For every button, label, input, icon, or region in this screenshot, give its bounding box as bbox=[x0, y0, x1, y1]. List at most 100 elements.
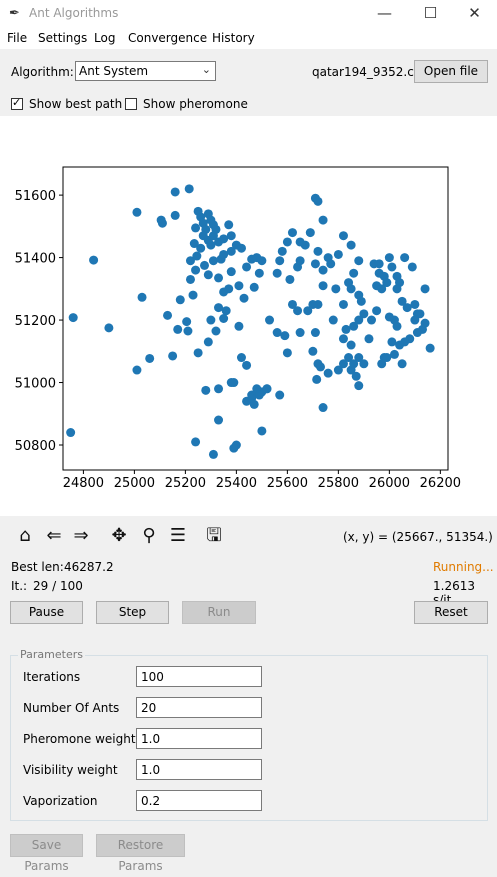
data-point bbox=[349, 321, 359, 331]
data-point bbox=[410, 299, 420, 309]
data-point bbox=[303, 306, 313, 316]
data-point bbox=[226, 378, 236, 388]
data-point bbox=[163, 310, 173, 320]
data-point bbox=[384, 253, 394, 263]
pan-icon[interactable]: ✥ bbox=[111, 525, 127, 546]
data-point bbox=[132, 365, 142, 375]
param-label-iterations: Iterations bbox=[23, 670, 81, 684]
param-label-visibility-weight: Visibility weight bbox=[23, 763, 118, 777]
data-point bbox=[145, 353, 155, 363]
data-point bbox=[247, 393, 257, 403]
data-point bbox=[184, 184, 194, 194]
data-point bbox=[242, 360, 252, 370]
data-point bbox=[293, 306, 303, 316]
x-tick-label: 24800 bbox=[63, 476, 104, 491]
menu-file[interactable]: File bbox=[7, 31, 28, 45]
open-file-button[interactable]: Open file bbox=[414, 60, 488, 83]
home-icon[interactable]: ⌂ bbox=[19, 525, 31, 546]
data-point bbox=[137, 292, 147, 302]
menu-convergence[interactable]: Convergence bbox=[128, 31, 208, 45]
reset-button[interactable]: Reset bbox=[414, 601, 488, 624]
data-point bbox=[168, 351, 178, 361]
number-of-ants-input[interactable] bbox=[136, 697, 262, 718]
save-icon[interactable]: 🖫 bbox=[206, 525, 222, 546]
data-point bbox=[333, 249, 343, 259]
close-button[interactable]: ✕ bbox=[468, 4, 481, 22]
data-point bbox=[191, 223, 201, 233]
x-tick-label: 25600 bbox=[267, 476, 308, 491]
back-icon[interactable]: ⇐ bbox=[46, 525, 62, 546]
data-point bbox=[323, 368, 333, 378]
data-point bbox=[214, 415, 224, 425]
data-point bbox=[191, 265, 201, 275]
configure-subplots-icon[interactable]: ☰ bbox=[169, 525, 187, 546]
maximize-button[interactable]: ☐ bbox=[423, 4, 438, 22]
data-point bbox=[189, 239, 199, 249]
data-point bbox=[262, 384, 272, 394]
data-point bbox=[206, 240, 216, 250]
data-point bbox=[310, 259, 320, 269]
data-point bbox=[175, 295, 185, 305]
data-point bbox=[328, 315, 338, 325]
data-point bbox=[382, 278, 392, 288]
data-point bbox=[346, 284, 356, 294]
data-point bbox=[214, 273, 224, 283]
restore-params-button[interactable]: Restore Params bbox=[96, 834, 185, 873]
menu-log[interactable]: Log bbox=[94, 31, 116, 45]
show-pheromone-checkbox[interactable] bbox=[125, 98, 137, 110]
run-button[interactable]: Run bbox=[182, 601, 256, 624]
data-point bbox=[359, 309, 369, 319]
data-point bbox=[211, 224, 221, 234]
data-point bbox=[219, 314, 229, 323]
data-point bbox=[193, 348, 203, 358]
data-point bbox=[66, 428, 76, 438]
x-tick-label: 26200 bbox=[420, 476, 461, 491]
step-button[interactable]: Step bbox=[96, 601, 169, 624]
data-point bbox=[425, 343, 435, 353]
data-point bbox=[354, 256, 364, 266]
x-tick-label: 25400 bbox=[216, 476, 257, 491]
pheromone-weight-input[interactable] bbox=[136, 728, 262, 749]
vaporization-input[interactable] bbox=[136, 790, 262, 811]
data-point bbox=[254, 390, 264, 400]
title-bar bbox=[0, 0, 497, 29]
data-point bbox=[257, 256, 267, 266]
data-point bbox=[211, 326, 221, 336]
data-point bbox=[182, 317, 192, 327]
data-point bbox=[395, 340, 405, 350]
save-params-button[interactable]: Save Params bbox=[10, 834, 83, 873]
data-point bbox=[308, 299, 318, 309]
algorithm-select[interactable]: Ant System ⌄ bbox=[75, 61, 216, 81]
best-len-label: Best len: bbox=[11, 560, 64, 574]
data-point bbox=[277, 246, 287, 256]
visibility-weight-input[interactable] bbox=[136, 759, 262, 780]
zoom-icon[interactable]: ⚲ bbox=[142, 525, 156, 546]
data-point bbox=[384, 312, 394, 322]
data-point bbox=[367, 315, 377, 325]
data-point bbox=[318, 403, 328, 413]
data-point bbox=[372, 306, 382, 316]
plot-canvas[interactable]: 24800 25000 25200 25400 25600 25800 26000 26200… bbox=[0, 116, 497, 516]
data-point bbox=[234, 281, 244, 291]
minimize-button[interactable]: — bbox=[377, 4, 392, 22]
menu-settings[interactable]: Settings bbox=[38, 31, 88, 45]
pause-button[interactable]: Pause bbox=[10, 601, 83, 624]
forward-icon[interactable]: ⇒ bbox=[73, 525, 89, 546]
data-point bbox=[374, 259, 384, 269]
cursor-coords: (x, y) = (25667., 51354.) bbox=[343, 530, 493, 544]
axes-frame bbox=[62, 166, 449, 471]
data-point bbox=[226, 231, 236, 241]
data-point bbox=[185, 274, 195, 284]
menu-history[interactable]: History bbox=[212, 31, 255, 45]
data-point bbox=[257, 426, 267, 436]
iterations-input[interactable] bbox=[136, 666, 262, 687]
data-point bbox=[287, 299, 297, 309]
data-point bbox=[272, 268, 282, 278]
data-point bbox=[203, 270, 213, 280]
data-point bbox=[68, 313, 78, 323]
data-point bbox=[242, 262, 252, 272]
y-tick-label: 51000 bbox=[15, 377, 56, 392]
show-best-path-checkbox[interactable] bbox=[11, 96, 23, 110]
data-point bbox=[412, 328, 422, 338]
data-point bbox=[208, 449, 218, 459]
